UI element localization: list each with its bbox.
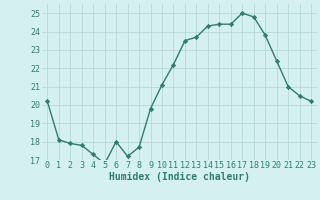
- X-axis label: Humidex (Indice chaleur): Humidex (Indice chaleur): [109, 172, 250, 182]
